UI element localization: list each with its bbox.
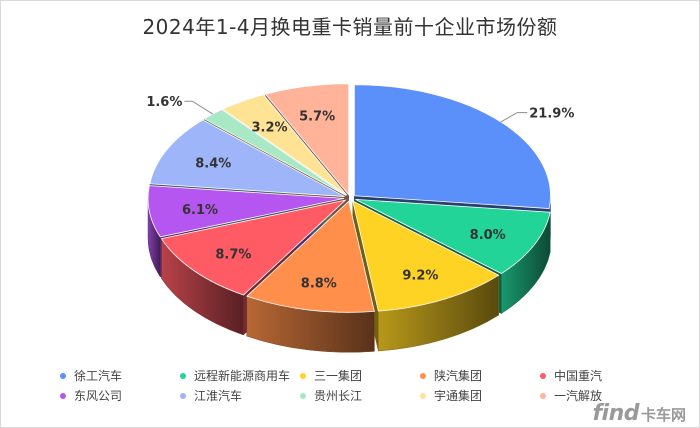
legend-marker	[540, 372, 546, 379]
legend-label: 陕汽集团	[434, 369, 483, 383]
slice-1-leader-line	[500, 112, 528, 123]
legend-marker	[180, 392, 186, 399]
legend-item: 东风公司	[60, 387, 122, 407]
slice-8-leader-line	[184, 100, 214, 115]
legend-marker	[540, 392, 546, 399]
pie-top-faces	[147, 83, 551, 313]
pie-chart: 21.9% 8.0% 9.2% 8.8% 8.7% 6.1% 8.4% 1.6% 3.2% 5.7…	[146, 83, 574, 353]
slice-9-data-label: 3.2%	[251, 121, 287, 136]
slice-2-data-label: 8.0%	[470, 228, 506, 243]
slice-7-data-label: 8.4%	[195, 157, 231, 172]
legend-marker	[420, 392, 426, 399]
legend-item: 江淮汽车	[180, 387, 242, 407]
slice-5-data-label: 8.7%	[215, 247, 251, 262]
slice-10-data-label: 5.7%	[299, 110, 335, 125]
legend-label: 三一集团	[314, 369, 363, 383]
legend-label: 中国重汽	[554, 369, 603, 383]
legend-label: 一汽解放	[554, 389, 603, 403]
slice-3-data-label: 9.2%	[402, 269, 438, 284]
slice-7-top	[149, 119, 345, 197]
watermark: find 卡车网	[592, 401, 686, 426]
legend: 徐工汽车 远程新能源商用车 三一集团 陕汽集团 中国重汽 东风公司 江淮汽车 贵州长江 宇通集…	[60, 367, 700, 407]
slice-1-top	[354, 84, 551, 209]
legend-label: 远程新能源商用车	[194, 369, 291, 383]
legend-marker	[300, 372, 306, 379]
legend-item: 徐工汽车	[60, 367, 122, 387]
legend-marker	[420, 372, 426, 379]
legend-marker	[300, 392, 306, 399]
legend-item: 远程新能源商用车	[180, 367, 290, 387]
slice-4-data-label: 8.8%	[301, 277, 337, 292]
pie-data-labels: 21.9% 8.0% 9.2% 8.8% 8.7% 6.1% 8.4% 1.6% 3.2% 5.7…	[146, 95, 574, 291]
legend-item: 三一集团	[300, 367, 362, 387]
slice-6-top	[147, 185, 345, 238]
legend-marker	[60, 372, 66, 379]
legend-label: 宇通集团	[434, 389, 483, 403]
slice-8-data-label: 1.6%	[146, 95, 182, 110]
slice-3-top	[352, 200, 500, 312]
slice-6-data-label: 6.1%	[182, 203, 218, 218]
legend-label: 江淮汽车	[194, 389, 243, 403]
legend-item: 宇通集团	[420, 387, 482, 407]
legend-label: 东风公司	[74, 389, 123, 403]
slice-8-top	[203, 109, 347, 196]
legend-row: 徐工汽车 远程新能源商用车 三一集团 陕汽集团 中国重汽	[60, 367, 700, 387]
legend-item: 陕汽集团	[420, 367, 482, 387]
legend-row: 东风公司 江淮汽车 贵州长江 宇通集团 一汽解放	[60, 387, 700, 407]
slice-5-top	[160, 199, 347, 296]
watermark-logo-cn: 卡车网	[640, 406, 686, 424]
legend-label: 贵州长江	[314, 389, 363, 403]
watermark-logo-latin: find	[592, 401, 639, 426]
legend-item: 中国重汽	[540, 367, 602, 387]
slice-1-data-label: 21.9%	[529, 107, 574, 122]
legend-item: 一汽解放	[540, 387, 602, 407]
legend-marker	[180, 372, 186, 379]
slice-9-top	[221, 94, 348, 196]
slice-4-top	[246, 200, 375, 313]
legend-label: 徐工汽车	[74, 369, 123, 383]
legend-marker	[60, 392, 66, 399]
chart-title: 2024年1-4月换电重卡销量前十企业市场份额	[142, 15, 558, 39]
slice-10-top	[264, 83, 350, 196]
slice-2-top	[355, 198, 551, 275]
legend-item: 贵州长江	[300, 387, 362, 407]
